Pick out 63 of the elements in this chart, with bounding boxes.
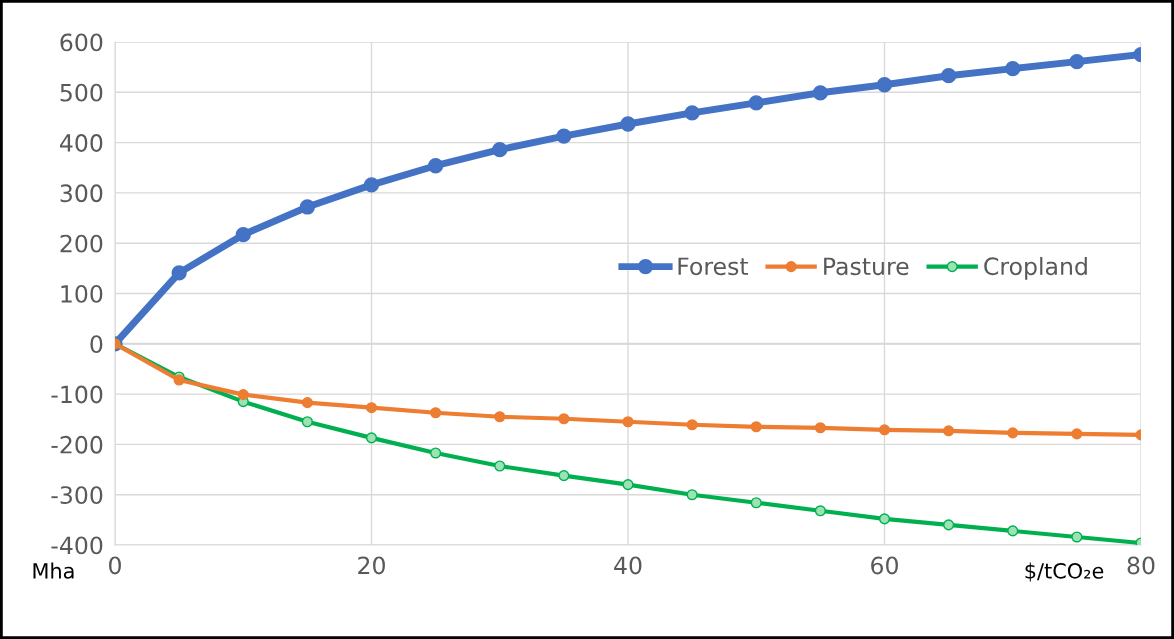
y-tick-label: 300	[60, 184, 103, 203]
point	[171, 265, 187, 281]
point	[430, 447, 442, 459]
point	[814, 505, 826, 517]
point	[299, 199, 316, 215]
point	[750, 497, 762, 509]
y-tick-label: -200	[51, 435, 103, 454]
point	[365, 402, 378, 414]
point	[686, 489, 698, 501]
legend-label: Pasture	[824, 257, 909, 276]
point	[1005, 61, 1021, 77]
y-axis-title: Mha	[33, 562, 74, 579]
point	[556, 128, 572, 144]
point	[686, 419, 698, 431]
y-tick-label: 200	[60, 234, 103, 253]
point	[750, 421, 762, 433]
point	[943, 425, 955, 437]
point	[363, 177, 380, 193]
point	[943, 519, 955, 531]
point	[812, 85, 829, 101]
point	[876, 77, 893, 93]
legend-label: Forest	[678, 257, 749, 276]
point	[1007, 525, 1019, 537]
y-tick-label: 500	[60, 83, 103, 102]
point	[620, 116, 636, 132]
point	[558, 413, 570, 425]
point	[1007, 427, 1019, 439]
y-tick-label: -300	[51, 486, 103, 505]
x-tick-label: 20	[358, 556, 385, 575]
point	[748, 95, 764, 111]
point	[492, 142, 508, 158]
y-tick-label: 400	[59, 134, 103, 152]
point	[494, 411, 506, 423]
y-tick-label: 100	[61, 284, 103, 303]
point	[494, 460, 506, 472]
y-tick-label: 0	[90, 335, 103, 354]
point	[940, 68, 957, 84]
legend-label: Cropland	[984, 256, 1087, 280]
point	[301, 397, 313, 409]
point	[430, 407, 442, 419]
x-tick-label: 0	[109, 556, 121, 575]
y-tick-label: 600	[60, 33, 103, 52]
y-tick-label: -100	[51, 385, 103, 404]
point	[814, 422, 826, 434]
x-tick-label: 60	[871, 556, 898, 575]
y-tick-label: -400	[51, 536, 103, 555]
x-axis-title: $/tCO₂e	[1025, 562, 1104, 582]
point	[622, 416, 634, 428]
point	[365, 432, 378, 444]
point	[301, 416, 313, 428]
point	[237, 389, 249, 401]
point	[558, 470, 570, 482]
point	[878, 513, 891, 525]
x-tick-label: 40	[614, 556, 642, 575]
point	[1071, 531, 1083, 543]
point	[684, 105, 700, 121]
point	[1071, 428, 1083, 440]
point	[235, 227, 251, 243]
point	[622, 479, 634, 491]
point	[878, 424, 891, 436]
point	[1069, 53, 1085, 70]
x-tick-label: 80	[1127, 556, 1155, 575]
point	[427, 158, 444, 174]
